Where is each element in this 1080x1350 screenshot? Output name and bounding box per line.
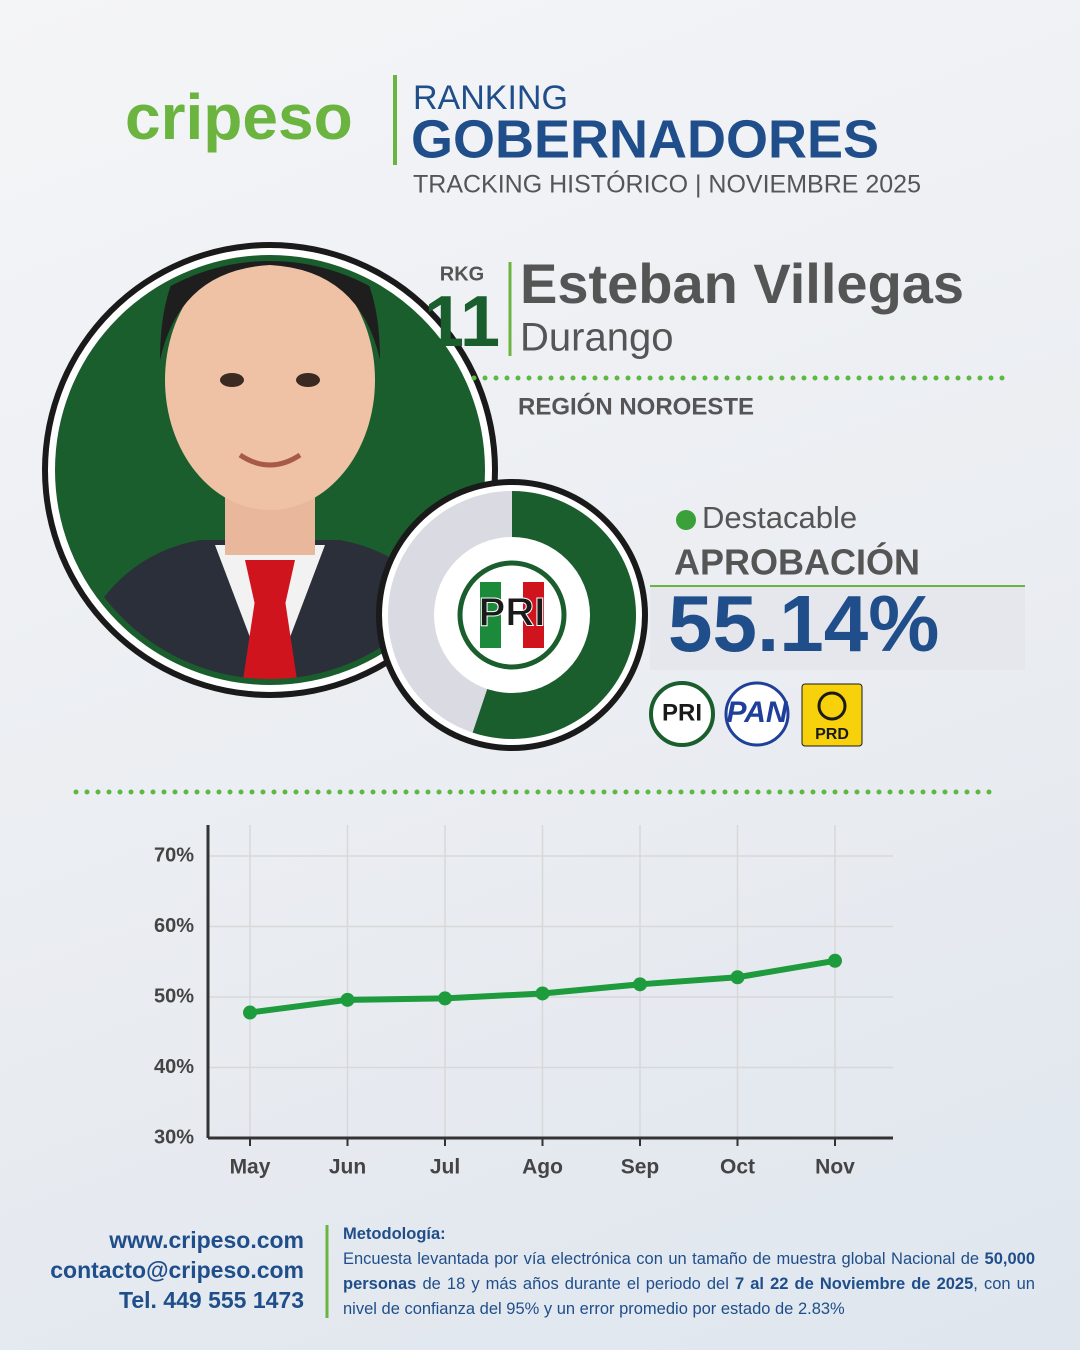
y-tick-label: 50% [154, 985, 194, 1007]
party-logo-text: PAN [726, 696, 788, 729]
header-line3: TRACKING HISTÓRICO | NOVIEMBRE 2025 [413, 170, 921, 199]
state: Durango [520, 316, 673, 360]
party-logo-text: PRI [662, 699, 702, 726]
photo-ring [55, 255, 485, 685]
methodology-title: Metodología: [343, 1225, 446, 1243]
x-tick-label: Ago [522, 1156, 563, 1179]
brand-logo: cripeso [125, 81, 353, 153]
methodology-text: Encuesta levantada por vía electrónica c… [343, 1250, 985, 1268]
status: Destacable [702, 500, 857, 535]
rank-label: RKG [440, 263, 484, 285]
data-point [438, 991, 452, 1006]
data-point [828, 953, 842, 968]
y-tick-label: 30% [154, 1126, 194, 1148]
x-tick-label: Jul [430, 1156, 460, 1179]
rank: 11 [424, 282, 500, 362]
header-line1: RANKING [413, 79, 568, 117]
phone: Tel. 449 555 1473 [119, 1287, 304, 1313]
data-point [535, 986, 550, 1001]
data-point [243, 1005, 257, 1020]
y-tick-label: 70% [154, 844, 194, 866]
methodology-body: Encuesta levantada por vía electrónica c… [343, 1250, 1035, 1318]
methodology-text: de 18 y más años durante el periodo del [416, 1275, 735, 1293]
logo-stripe [523, 582, 544, 648]
party-logo [649, 681, 715, 747]
metric-label: APROBACIÓN [674, 541, 920, 583]
email: contacto@cripeso.com [50, 1257, 304, 1283]
region: REGIÓN NOROESTE [518, 392, 754, 420]
y-tick-label: 60% [154, 915, 194, 937]
status-dot [676, 510, 696, 530]
governor-name: Esteban Villegas [520, 252, 964, 315]
data-point [340, 992, 355, 1007]
approval-value: 55.14% [668, 579, 939, 668]
party-logo [724, 681, 790, 747]
x-tick-label: Jun [329, 1156, 366, 1179]
x-tick-label: Sep [621, 1156, 660, 1179]
x-tick-label: Nov [815, 1156, 855, 1179]
methodology-text: 7 al 22 de Noviembre de 2025 [734, 1275, 974, 1293]
party-logo-text: PRD [815, 726, 849, 743]
approval-box [650, 586, 1025, 670]
methodology-text: 50,000 personas [343, 1250, 1035, 1293]
methodology-text: , con un nivel de confianza del 95% y un… [343, 1275, 1035, 1318]
x-tick-label: Oct [720, 1156, 755, 1179]
website: www.cripeso.com [108, 1227, 304, 1253]
header-line2: GOBERNADORES [411, 109, 879, 169]
party-logo [801, 683, 863, 747]
data-point [730, 970, 745, 985]
x-tick-label: May [230, 1156, 271, 1179]
logo-stripe [480, 582, 501, 648]
logo-sun [817, 691, 847, 721]
data-point [633, 977, 647, 992]
methodology: Metodología: Encuesta levantada por vía … [343, 1222, 1035, 1322]
party-logo-text: PRI [479, 591, 546, 635]
y-tick-label: 40% [154, 1056, 194, 1078]
